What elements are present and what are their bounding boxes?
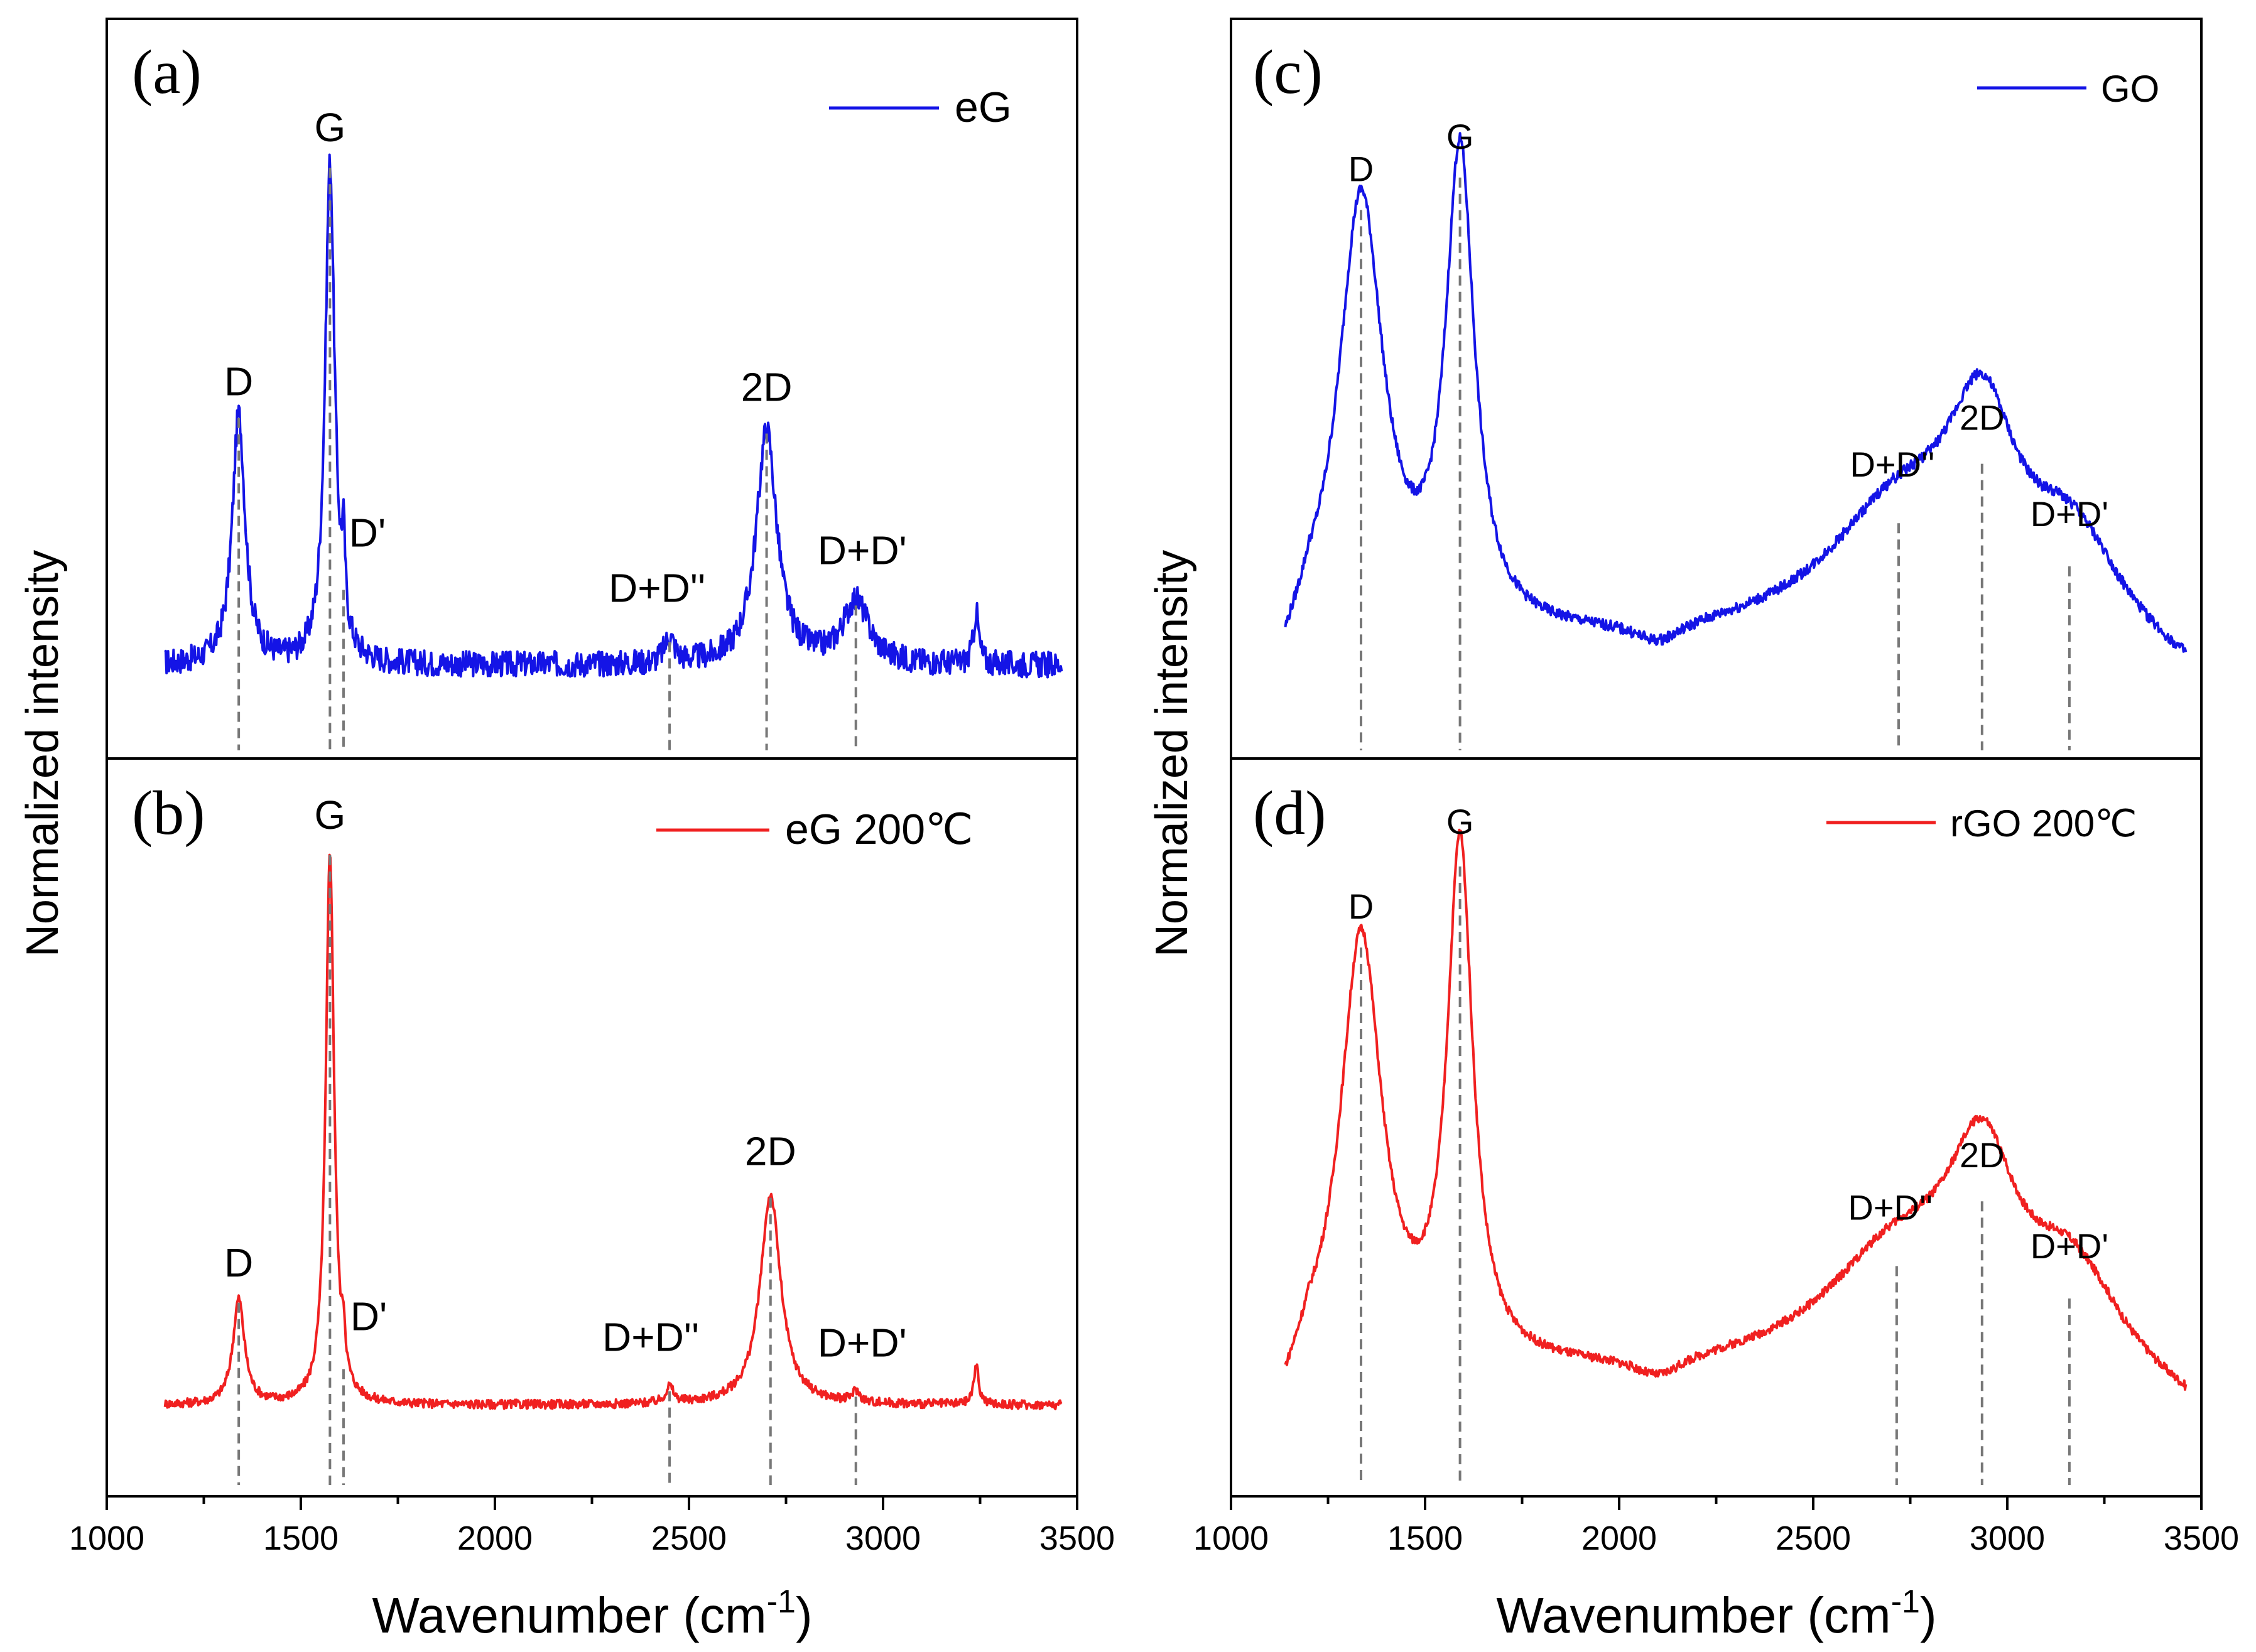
x-tick-label: 3000 bbox=[1970, 1520, 2045, 1557]
x-tick-label: 2500 bbox=[651, 1520, 727, 1557]
peak-label: D+D' bbox=[2031, 1226, 2108, 1266]
panel-a: D G D' D+D'' 2D D+D' (a) eG bbox=[132, 37, 1063, 750]
panel-c: D G D+D'' 2D D+D' (c) GO bbox=[1253, 37, 2188, 750]
peak-label: 2D bbox=[741, 365, 793, 410]
peak-label: 2D bbox=[745, 1129, 796, 1174]
x-tick-label: 3000 bbox=[845, 1520, 921, 1557]
panel-label-b: (b) bbox=[132, 778, 205, 848]
spectrum-line-d bbox=[1284, 828, 2188, 1391]
peak-label: D+D' bbox=[2031, 494, 2108, 534]
panel-label-c: (c) bbox=[1253, 37, 1323, 107]
panel-b: D G D' D+D'' 2D D+D' (b) eG 200℃ bbox=[132, 778, 1063, 1485]
peak-label: D bbox=[1348, 887, 1374, 926]
peak-label: G bbox=[314, 105, 345, 150]
peak-label: D+D'' bbox=[609, 566, 705, 611]
peak-label: D+D' bbox=[818, 1320, 907, 1365]
y-axis-label-right: Normalized intensity bbox=[1147, 550, 1197, 957]
spectrum-line-c bbox=[1284, 132, 2188, 653]
spectrum-line-b bbox=[163, 853, 1063, 1410]
legend-label-b: eG 200℃ bbox=[785, 806, 973, 853]
x-tick-label: 3500 bbox=[2164, 1520, 2239, 1557]
right-plot: 1000 1500 2000 2500 3000 3500 D G D+D'' 2D D+D' (c… bbox=[1193, 18, 2239, 1557]
x-axis-label-right: Wavenumber (cm-1) bbox=[1496, 1584, 1936, 1643]
x-tick-label: 1500 bbox=[1387, 1520, 1463, 1557]
x-axis-label-left: Wavenumber (cm-1) bbox=[372, 1584, 812, 1643]
legend-label-d: rGO 200℃ bbox=[1950, 802, 2137, 845]
left-plot: 1000 1500 2000 2500 3000 3500 D G D' D+D'' 2D D+D'… bbox=[69, 18, 1115, 1557]
x-tick-label: 1000 bbox=[69, 1520, 144, 1557]
panel-d: D G D+D'' 2D D+D' (d) rGO 200℃ bbox=[1253, 778, 2188, 1485]
peak-label: 2D bbox=[1960, 1135, 2005, 1175]
spectrum-line-a bbox=[164, 153, 1063, 679]
peak-label: G bbox=[314, 792, 345, 838]
left-x-axis-ticks: 1000 1500 2000 2500 3000 3500 bbox=[69, 1496, 1115, 1557]
peak-label: 2D bbox=[1960, 398, 2005, 438]
peak-label: G bbox=[1446, 802, 1474, 841]
legend-label-c: GO bbox=[2101, 68, 2159, 110]
peak-label: D bbox=[1348, 149, 1374, 188]
x-tick-label: 1000 bbox=[1193, 1520, 1269, 1557]
peak-label: G bbox=[1446, 117, 1474, 156]
right-x-axis-ticks: 1000 1500 2000 2500 3000 3500 bbox=[1193, 1496, 2239, 1557]
peak-label: D bbox=[224, 359, 253, 404]
x-tick-label: 2500 bbox=[1776, 1520, 1851, 1557]
peak-label: D+D'' bbox=[1850, 445, 1934, 484]
peak-label: D' bbox=[349, 510, 386, 556]
x-tick-label: 2000 bbox=[457, 1520, 533, 1557]
legend-label-a: eG bbox=[955, 84, 1012, 131]
peak-label: D+D'' bbox=[1848, 1187, 1933, 1227]
panel-label-d: (d) bbox=[1253, 778, 1326, 848]
peak-label: D+D'' bbox=[602, 1315, 699, 1360]
x-tick-label: 2000 bbox=[1581, 1520, 1657, 1557]
peak-label: D' bbox=[350, 1293, 387, 1339]
peak-label: D bbox=[224, 1240, 253, 1285]
x-tick-label: 3500 bbox=[1039, 1520, 1115, 1557]
panel-label-a: (a) bbox=[132, 37, 202, 107]
y-axis-label-left: Normalized intensity bbox=[18, 550, 68, 957]
peak-label: D+D' bbox=[818, 527, 907, 573]
x-tick-label: 1500 bbox=[263, 1520, 339, 1557]
